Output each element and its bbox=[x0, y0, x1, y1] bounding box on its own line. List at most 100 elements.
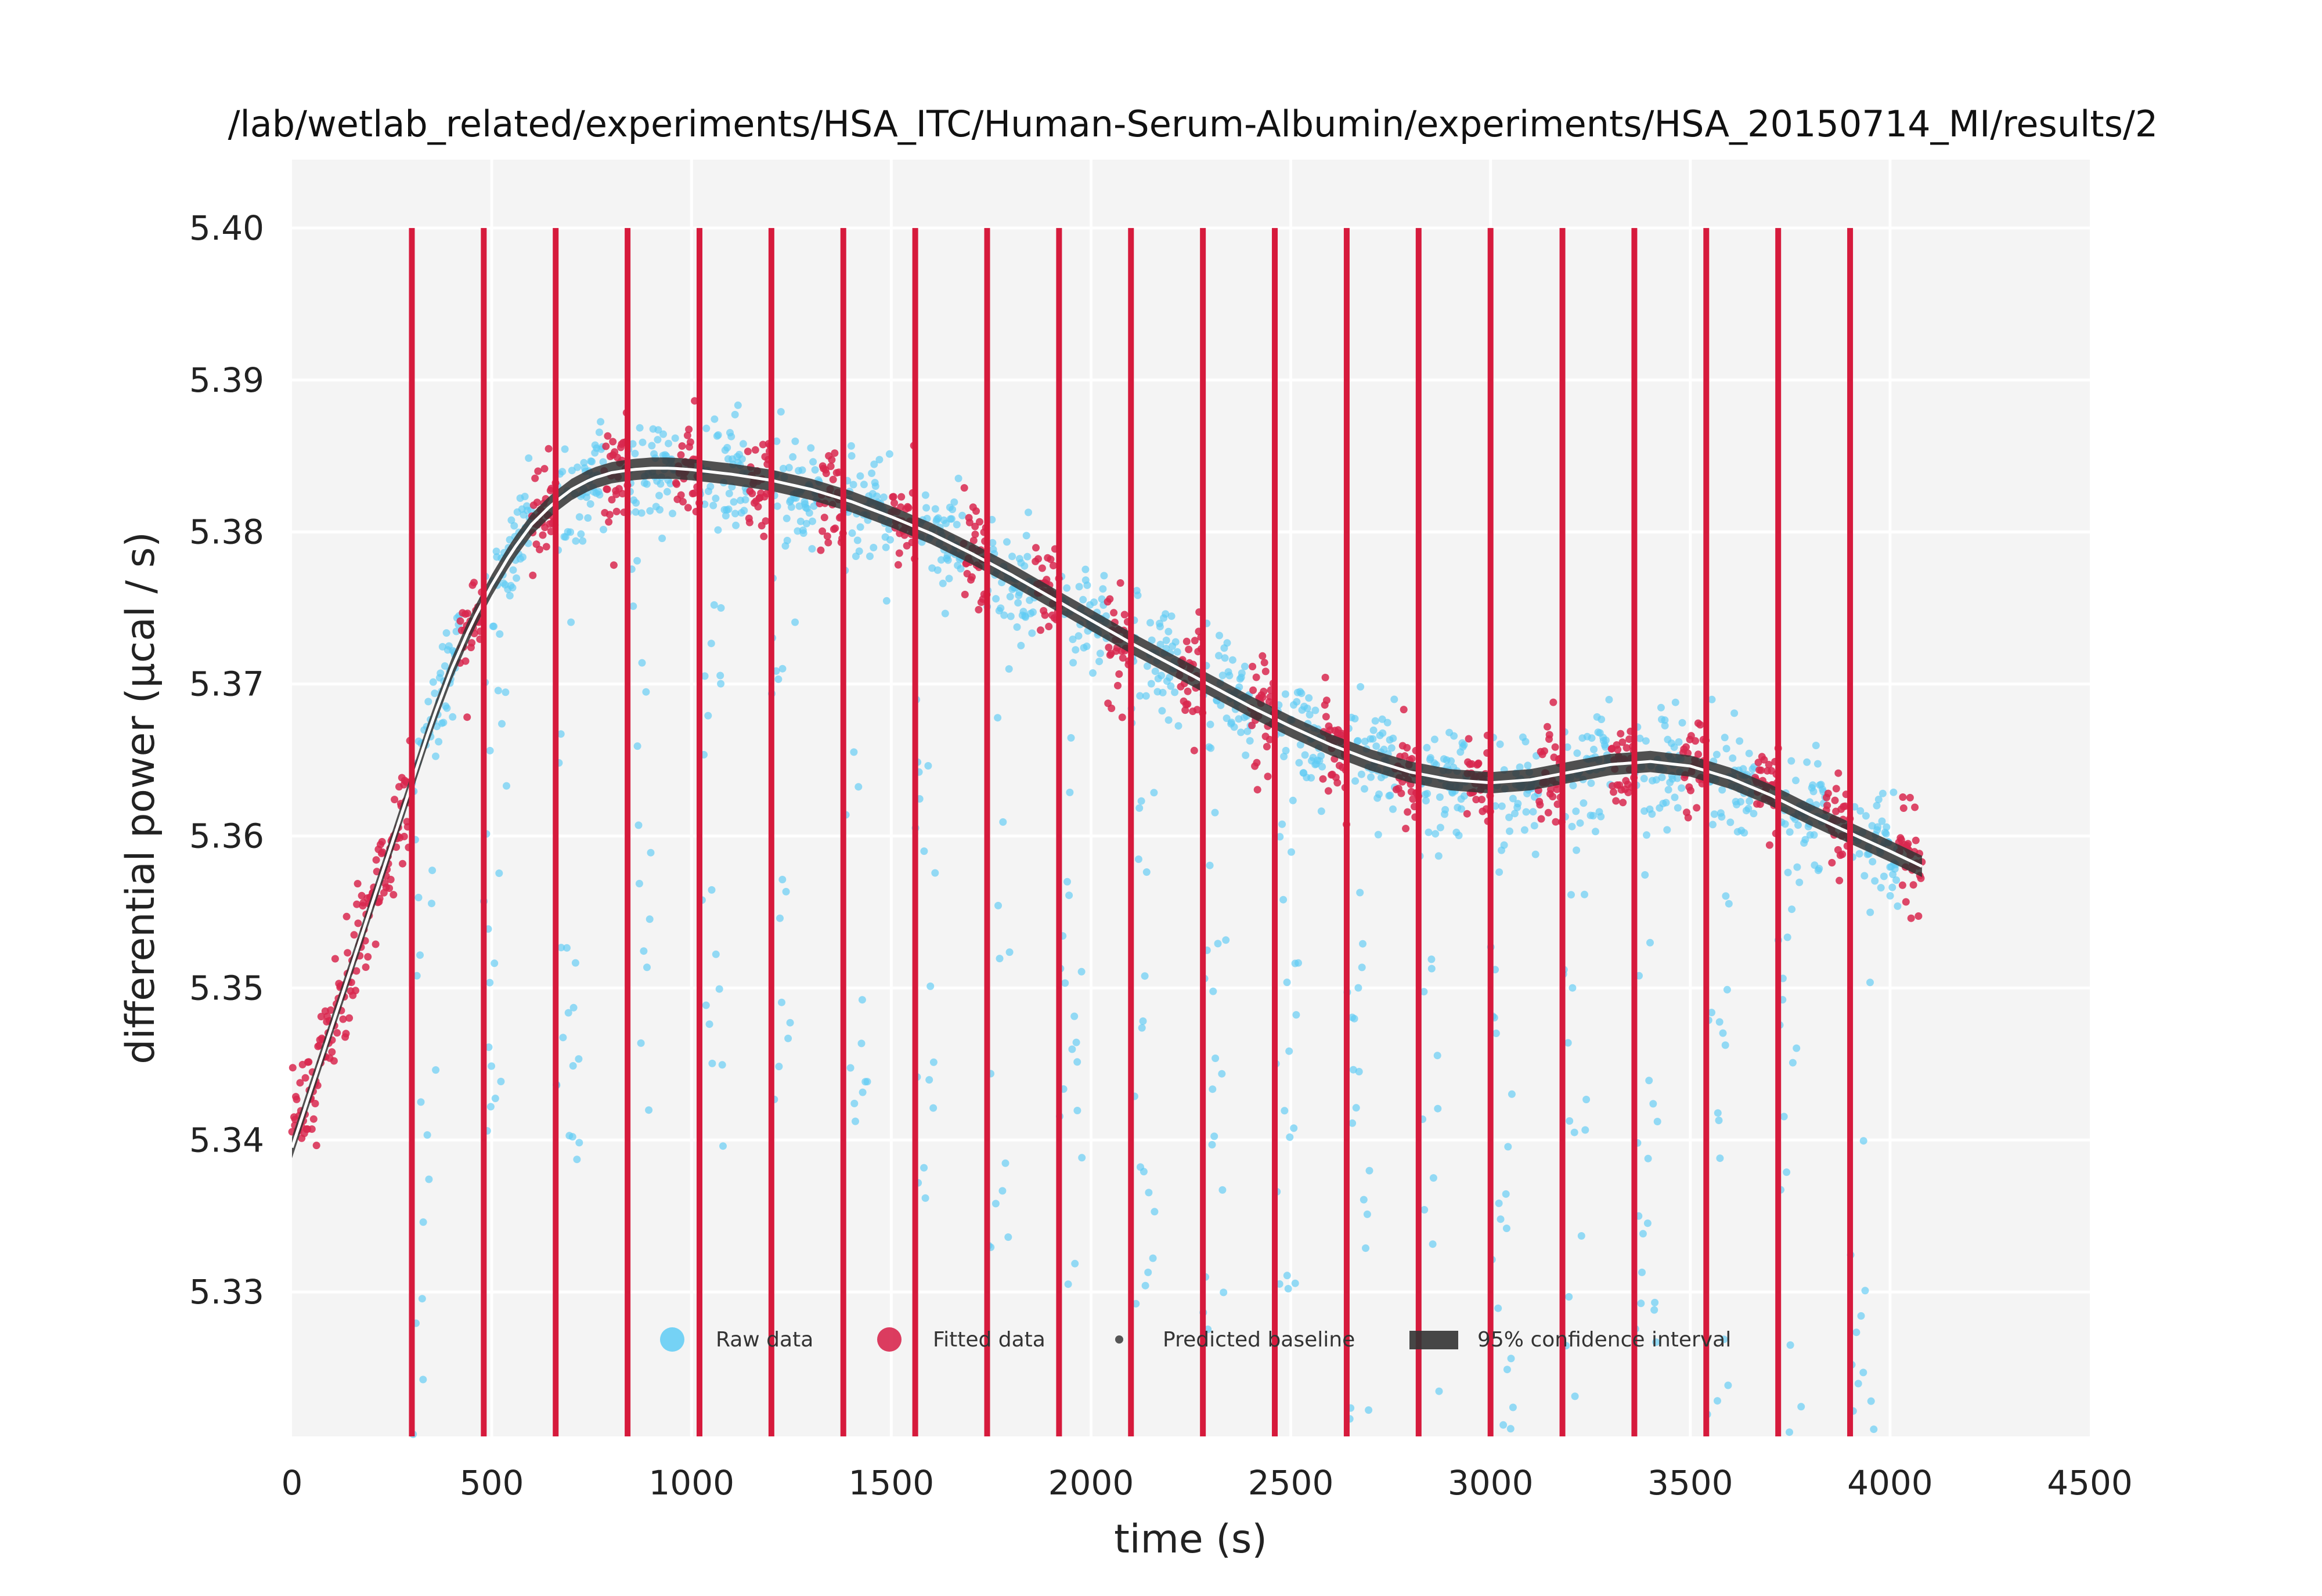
raw-data-point bbox=[1781, 820, 1789, 828]
raw-data-point bbox=[949, 505, 957, 514]
raw-data-point bbox=[1317, 807, 1325, 815]
raw-data-point bbox=[1736, 737, 1744, 745]
raw-data-point bbox=[1317, 752, 1325, 760]
raw-data-point bbox=[1524, 761, 1532, 770]
raw-data-point bbox=[1793, 1044, 1801, 1052]
raw-data-point bbox=[1511, 810, 1519, 818]
x-tick-label: 3000 bbox=[1448, 1463, 1534, 1503]
raw-data-point bbox=[567, 528, 575, 536]
confidence-band bbox=[290, 457, 1923, 1158]
x-tick-label: 4500 bbox=[2047, 1463, 2133, 1503]
raw-data-point bbox=[642, 688, 650, 696]
x-tick-label: 1500 bbox=[849, 1463, 935, 1503]
injection-lines bbox=[409, 228, 1854, 1436]
raw-data-point bbox=[1661, 721, 1669, 730]
raw-data-point bbox=[1508, 1090, 1516, 1098]
fitted-data-point bbox=[399, 860, 406, 868]
raw-data-point bbox=[1509, 795, 1517, 803]
fitted-data-point bbox=[1838, 850, 1847, 858]
raw-data-point bbox=[1166, 673, 1174, 681]
raw-data-point bbox=[1375, 790, 1383, 798]
raw-data-point bbox=[572, 537, 580, 545]
raw-data-point bbox=[1498, 802, 1506, 810]
fitted-data-point bbox=[890, 499, 898, 507]
raw-data-point bbox=[1522, 808, 1530, 816]
fitted-data-point bbox=[1622, 744, 1631, 752]
raw-data-point bbox=[485, 1043, 493, 1051]
raw-data-point bbox=[953, 521, 961, 529]
fitted-data-point bbox=[1397, 789, 1405, 797]
raw-data-point bbox=[1360, 1196, 1368, 1204]
raw-data-point bbox=[727, 432, 735, 440]
fitted-data-point bbox=[1824, 789, 1832, 797]
raw-data-point bbox=[1292, 1011, 1300, 1019]
raw-data-point bbox=[1204, 1326, 1212, 1333]
raw-data-point bbox=[1430, 735, 1438, 743]
raw-data-point bbox=[1217, 701, 1225, 709]
raw-data-point bbox=[1573, 846, 1581, 854]
raw-data-point bbox=[719, 1142, 727, 1150]
raw-data-point bbox=[643, 480, 651, 488]
raw-data-point bbox=[1460, 792, 1468, 800]
raw-data-point bbox=[704, 712, 712, 720]
raw-data-point bbox=[1354, 736, 1362, 745]
raw-data-point bbox=[1530, 822, 1538, 830]
raw-data-point bbox=[706, 482, 715, 490]
raw-data-point bbox=[1007, 612, 1015, 620]
raw-data-point bbox=[1500, 841, 1508, 849]
raw-data-point bbox=[1351, 714, 1359, 723]
legend-label-ci: 95% confidence interval bbox=[1477, 1328, 1731, 1352]
raw-data-point bbox=[1597, 813, 1605, 821]
fitted-data-point bbox=[683, 431, 691, 439]
raw-data-point bbox=[1639, 1230, 1647, 1238]
raw-data-point bbox=[1580, 799, 1588, 807]
fitted-data-point bbox=[461, 657, 470, 665]
fitted-data-point bbox=[1106, 595, 1114, 603]
raw-data-point bbox=[579, 537, 587, 545]
raw-data-point bbox=[854, 783, 863, 791]
raw-data-point bbox=[1812, 742, 1820, 749]
raw-data-point bbox=[944, 556, 952, 564]
raw-data-point bbox=[1786, 1341, 1794, 1349]
raw-data-point bbox=[633, 742, 641, 750]
raw-data-point bbox=[1581, 1126, 1589, 1134]
raw-data-point bbox=[1061, 979, 1069, 987]
fitted-data-point bbox=[344, 949, 352, 957]
plot-area bbox=[292, 160, 2090, 1436]
raw-data-point bbox=[710, 601, 718, 609]
fitted-data-point bbox=[1465, 735, 1473, 743]
raw-data-point bbox=[731, 410, 739, 418]
raw-data-point bbox=[1572, 807, 1580, 815]
raw-data-point bbox=[1721, 1041, 1729, 1049]
raw-data-point bbox=[991, 1200, 1000, 1208]
fitted-data-point bbox=[1551, 743, 1559, 751]
fitted-data-point bbox=[904, 504, 913, 512]
raw-data-point bbox=[1716, 1154, 1724, 1162]
fitted-data-point bbox=[400, 832, 408, 840]
raw-data-point bbox=[1436, 824, 1444, 832]
raw-data-point bbox=[795, 502, 803, 510]
raw-data-point bbox=[491, 1095, 499, 1103]
raw-data-point bbox=[1506, 827, 1513, 835]
raw-data-point bbox=[1221, 654, 1229, 662]
raw-data-point bbox=[1374, 831, 1382, 839]
raw-data-point bbox=[595, 428, 603, 436]
raw-data-point bbox=[1723, 985, 1731, 994]
fitted-data-point bbox=[342, 1030, 350, 1038]
raw-data-point bbox=[711, 415, 719, 423]
raw-data-point bbox=[734, 401, 742, 409]
raw-data-point bbox=[1492, 1030, 1500, 1037]
raw-data-point bbox=[1356, 889, 1364, 897]
raw-data-point bbox=[786, 1019, 794, 1027]
raw-data-point bbox=[632, 508, 640, 516]
raw-data-point bbox=[1083, 581, 1091, 589]
raw-data-point bbox=[1149, 1254, 1157, 1262]
raw-data-point bbox=[1675, 738, 1683, 746]
raw-data-point bbox=[1638, 1268, 1646, 1276]
raw-data-point bbox=[947, 515, 956, 523]
raw-data-point bbox=[868, 470, 876, 477]
raw-data-point bbox=[1143, 662, 1151, 670]
raw-data-point bbox=[1136, 692, 1144, 700]
raw-data-point bbox=[1662, 799, 1670, 807]
fitted-data-point bbox=[1118, 713, 1126, 721]
